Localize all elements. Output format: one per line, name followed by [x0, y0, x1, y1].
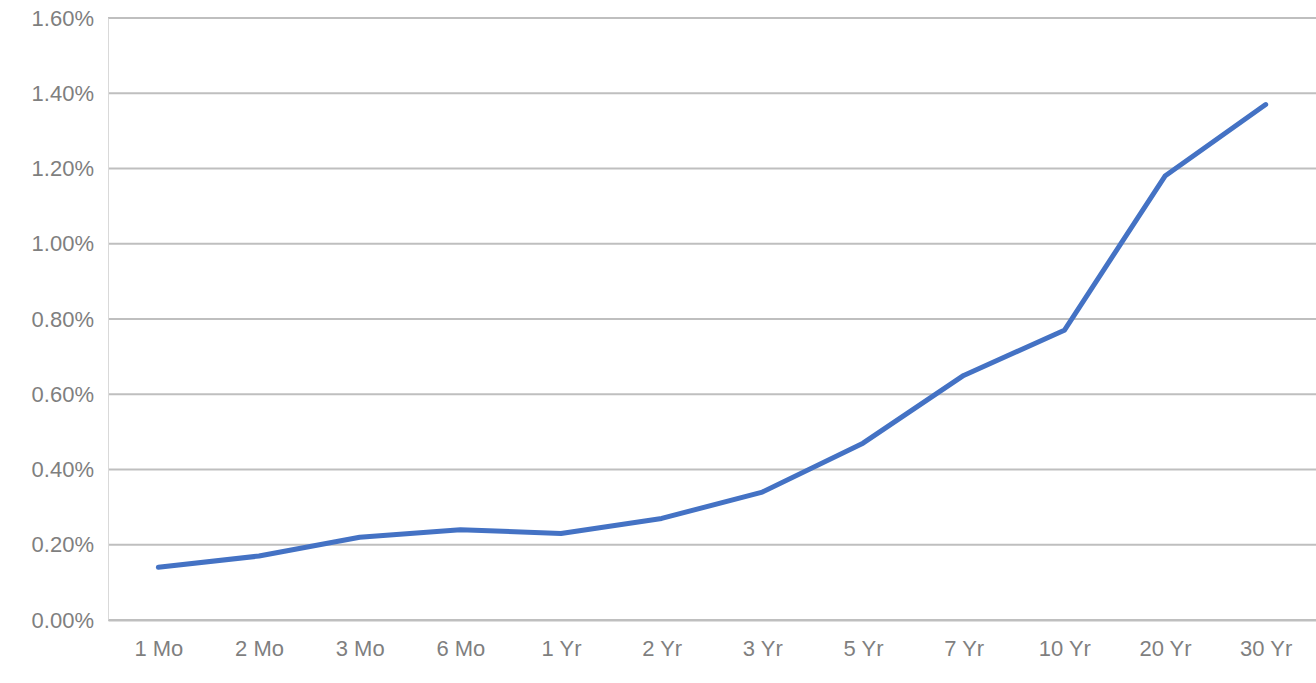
- y-tick: 1.60%: [32, 6, 108, 31]
- x-tick: 20 Yr: [1139, 620, 1191, 661]
- y-tick-label: 1.20%: [32, 156, 94, 181]
- y-tick-label: 1.60%: [32, 6, 94, 31]
- x-tick: 7 Yr: [944, 620, 984, 661]
- y-tick: 0.20%: [32, 532, 108, 557]
- y-tick-label: 0.40%: [32, 457, 94, 482]
- chart: 0.00% 0.20% 0.40% 0.60% 0.80% 1.00% 1.20% 1.40%…: [0, 0, 1316, 683]
- grid-line: [108, 168, 1316, 170]
- y-tick: 0.00%: [32, 608, 108, 633]
- y-tick-label: 0.80%: [32, 307, 94, 332]
- x-tick-label: 10 Yr: [1039, 636, 1091, 661]
- x-tick: 30 Yr: [1240, 620, 1292, 661]
- x-axis: 1 Mo 2 Mo 3 Mo 6 Mo 1 Yr 2 Yr 3 Yr 5 Yr 7 Yr 10 Y…: [109, 620, 1316, 661]
- y-tick-label: 0.20%: [32, 532, 94, 557]
- series-line: [158, 105, 1265, 568]
- x-tick-label: 1 Mo: [134, 636, 183, 661]
- y-tick-label: 0.60%: [32, 382, 94, 407]
- x-tick: 5 Yr: [844, 620, 884, 661]
- grid-line: [108, 92, 1316, 94]
- x-tick-label: 7 Yr: [944, 636, 984, 661]
- x-tick-label: 2 Yr: [642, 636, 682, 661]
- y-tick: 0.80%: [32, 307, 108, 332]
- x-tick: 10 Yr: [1039, 620, 1091, 661]
- plot-area: [158, 105, 1265, 568]
- x-tick-label: 3 Mo: [336, 636, 385, 661]
- x-tick-label: 3 Yr: [743, 636, 783, 661]
- x-tick-label: 6 Mo: [436, 636, 485, 661]
- x-tick-label: 2 Mo: [235, 636, 284, 661]
- y-tick-label: 1.00%: [32, 231, 94, 256]
- y-tick: 1.20%: [32, 156, 108, 181]
- grid-line: [108, 619, 1316, 621]
- grid-line: [108, 544, 1316, 546]
- x-tick: 2 Yr: [642, 620, 682, 661]
- x-tick: 3 Mo: [336, 620, 385, 661]
- y-tick-label: 1.40%: [32, 81, 94, 106]
- y-axis-line: [108, 19, 109, 621]
- grid-line: [108, 393, 1316, 395]
- x-axis-line: [109, 620, 1316, 622]
- grid-line: [108, 318, 1316, 320]
- y-tick: 0.40%: [32, 457, 108, 482]
- x-tick: 1 Mo: [134, 620, 183, 661]
- grid: [108, 18, 1316, 620]
- y-tick: 0.60%: [32, 382, 108, 407]
- x-tick: 6 Mo: [436, 620, 485, 661]
- y-tick: 1.00%: [32, 231, 108, 256]
- grid-line: [108, 469, 1316, 471]
- y-tick: 1.40%: [32, 81, 108, 106]
- y-axis: 0.00% 0.20% 0.40% 0.60% 0.80% 1.00% 1.20% 1.40%…: [32, 6, 109, 633]
- y-tick-label: 0.00%: [32, 608, 94, 633]
- x-tick: 3 Yr: [743, 620, 783, 661]
- x-tick-label: 20 Yr: [1139, 636, 1191, 661]
- x-tick: 2 Mo: [235, 620, 284, 661]
- x-tick-label: 30 Yr: [1240, 636, 1292, 661]
- grid-line: [108, 243, 1316, 245]
- grid-line: [108, 17, 1316, 19]
- x-tick-label: 5 Yr: [844, 636, 884, 661]
- x-tick-label: 1 Yr: [542, 636, 582, 661]
- x-tick: 1 Yr: [542, 620, 582, 661]
